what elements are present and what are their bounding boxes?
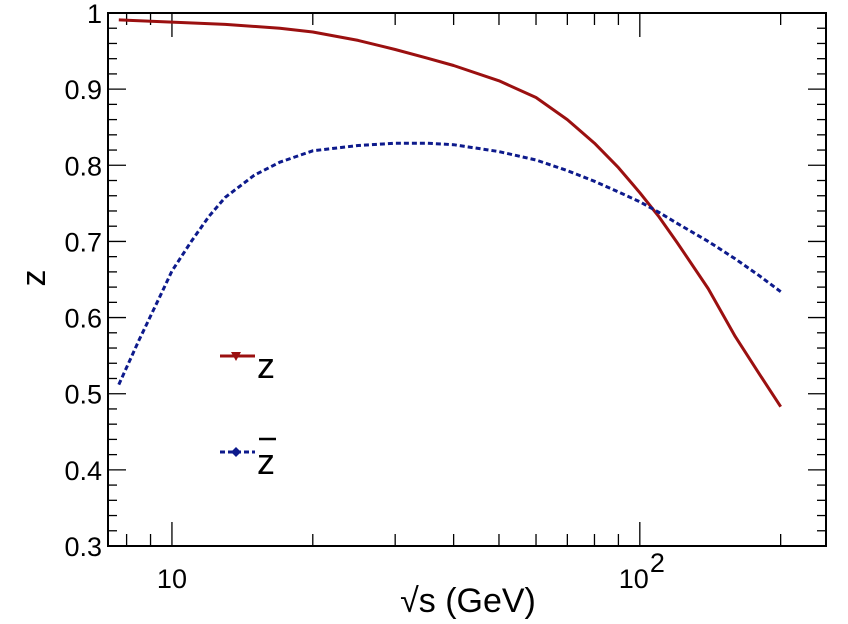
x-axis-label: √s (GeV) (400, 582, 536, 620)
y-tick-label: 0.3 (64, 532, 102, 562)
legend-entry-z-bar: z (220, 437, 276, 482)
y-tick-label: 0.7 (64, 227, 102, 257)
legend-label: z (257, 345, 275, 386)
x-tick-label: 10 (157, 564, 187, 594)
series-line-z-bar (117, 141, 782, 386)
y-tick-label: 0.5 (64, 380, 102, 410)
legend: zz (220, 345, 276, 482)
y-tick-label: 1 (87, 0, 102, 29)
series-group (117, 18, 782, 408)
y-tick-label: 0.6 (64, 304, 102, 334)
series-line-z (118, 18, 782, 408)
x-tick-label-base: 10 (157, 564, 187, 594)
axis-ticks (108, 12, 826, 547)
x-tick-label: 102 (619, 548, 665, 594)
x-axis-label-text: √s (GeV) (400, 582, 536, 620)
y-tick-label: 0.8 (64, 151, 102, 181)
plot-frame (107, 12, 827, 547)
x-tick-label-exponent: 2 (650, 548, 665, 578)
y-axis-label: z (15, 270, 53, 287)
x-tick-label-base: 10 (619, 564, 649, 594)
y-tick-label: 0.9 (64, 75, 102, 105)
legend-marker (231, 447, 241, 457)
legend-label: z (257, 441, 275, 482)
legend-marker (231, 352, 241, 361)
y-tick-label: 0.4 (64, 456, 102, 486)
legend-entry-z: z (220, 345, 275, 386)
